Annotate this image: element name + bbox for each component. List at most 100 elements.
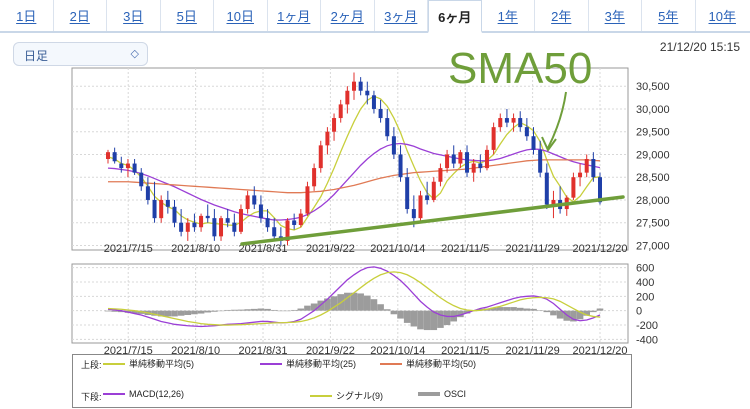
- candle-body: [238, 209, 243, 232]
- period-tabs: 1日 2日 3日 5日 10日 1ヶ月 2ヶ月 3ヶ月 6ヶ月 1年 2年 3年 5年 10年: [0, 0, 750, 33]
- lower-panel-frame: [71, 263, 629, 344]
- osci-bar: [530, 308, 537, 311]
- candle-body: [192, 222, 197, 228]
- x-tick-label: 2021/12/20: [572, 243, 627, 255]
- tab-11[interactable]: 3年: [589, 0, 642, 31]
- candle-body: [212, 218, 217, 237]
- tab-6[interactable]: 2ヶ月: [321, 0, 375, 31]
- candle-body: [292, 220, 297, 225]
- tab-13[interactable]: 10年: [708, 9, 736, 24]
- osci-bar: [403, 310, 411, 323]
- tab-7[interactable]: 3ヶ月: [375, 0, 428, 31]
- candle-body: [398, 154, 403, 178]
- osci-bar: [423, 310, 431, 331]
- osci-bar: [184, 310, 192, 315]
- candle-body: [125, 163, 130, 169]
- osci-bar: [317, 300, 325, 311]
- candle-body: [139, 172, 144, 187]
- tab-3[interactable]: 5日: [161, 0, 214, 31]
- legend-swatch: [380, 362, 402, 365]
- osci-bar: [490, 307, 497, 311]
- osci-bar: [350, 292, 358, 311]
- osci-bar: [204, 310, 212, 313]
- osci-bar: [503, 307, 511, 311]
- osci-bar: [264, 308, 271, 311]
- tab-2[interactable]: 3日: [107, 0, 161, 31]
- legend-label: MACD(12,26): [129, 389, 185, 399]
- lower-y-tick-label: 600: [636, 263, 654, 275]
- candle-body: [265, 218, 270, 228]
- upper-series: [107, 95, 601, 231]
- candles: [106, 72, 602, 246]
- osci-bar: [390, 310, 398, 315]
- upper-axis: 27,000 27,500 28,000 28,500 29,000 29,500 30,0…: [636, 81, 670, 252]
- candle-body: [445, 154, 450, 169]
- osci-bar: [191, 310, 198, 315]
- tab-9[interactable]: 1年: [482, 0, 535, 31]
- candle-body: [471, 163, 476, 173]
- osci-bar: [383, 309, 391, 311]
- candle-body: [558, 199, 563, 210]
- osci-bar: [164, 310, 172, 317]
- legend-signal: シグナル(9): [310, 389, 383, 402]
- legend-label: 単純移動平均(25): [286, 359, 357, 369]
- osci-bar: [131, 310, 138, 314]
- signal-line: [107, 271, 601, 326]
- candle-body: [305, 186, 310, 214]
- upper-y-tick-label: 30,000: [636, 104, 670, 116]
- osci-bar: [257, 308, 265, 311]
- legend-label: 単純移動平均(5): [129, 359, 194, 369]
- legend-label: OSCI: [444, 389, 467, 399]
- candle-body: [205, 215, 210, 219]
- trend-line: [240, 195, 625, 246]
- candle-body: [405, 177, 410, 210]
- candle-body: [185, 222, 190, 232]
- candle-body: [385, 118, 390, 137]
- sma-line-2: [108, 159, 601, 194]
- osci-bar: [463, 310, 471, 314]
- osci-bar: [430, 310, 438, 331]
- legend-upper-label: 上段:: [81, 359, 102, 370]
- upper-y-tick-label: 28,000: [636, 195, 670, 207]
- tab-5[interactable]: 1ヶ月: [268, 0, 321, 31]
- osci-bar: [543, 310, 551, 313]
- sma-line-1: [107, 142, 601, 221]
- candle-body: [232, 222, 237, 232]
- osci-bar: [290, 309, 298, 311]
- osci-bar: [523, 308, 531, 311]
- tab-10[interactable]: 2年: [535, 0, 589, 31]
- tab-8[interactable]: 6ヶ月: [428, 0, 482, 33]
- period-select-value: 日足: [24, 49, 49, 63]
- legend-lower-label: 下段:: [81, 391, 102, 402]
- annotation-arrow: [547, 91, 567, 149]
- legend-label: シグナル(9): [336, 391, 383, 401]
- osci-bar: [277, 310, 285, 312]
- osci-bar: [450, 310, 458, 322]
- period-select[interactable]: 日足 ◇: [13, 42, 148, 66]
- legend-lower-row: 下段:: [81, 389, 102, 403]
- upper-panel-frame: [71, 67, 629, 251]
- candle-body: [411, 209, 416, 219]
- lower-grid: [71, 263, 629, 344]
- tab-1[interactable]: 2日: [54, 0, 107, 31]
- candle-body: [544, 172, 549, 205]
- candle-body: [484, 149, 489, 169]
- osci-bar: [124, 310, 132, 313]
- osci-bar: [570, 310, 577, 322]
- candle-body: [298, 213, 303, 225]
- legend-sma25: 単純移動平均(25): [260, 357, 356, 370]
- osci-bar: [470, 310, 477, 312]
- tab-4[interactable]: 10日: [214, 0, 268, 31]
- osci-bar: [324, 298, 331, 311]
- candle-body: [524, 127, 529, 137]
- lower-y-tick-label: -200: [636, 320, 658, 332]
- tab-12[interactable]: 5年: [642, 0, 696, 31]
- osci-bar: [596, 308, 604, 311]
- candle-body: [285, 220, 290, 241]
- candle-body: [438, 168, 443, 182]
- osci-bar: [177, 310, 185, 316]
- lower-y-tick-label: 400: [636, 277, 654, 289]
- osci-bar: [477, 308, 484, 311]
- candle-body: [165, 199, 170, 207]
- tab-0[interactable]: 1日: [0, 0, 54, 31]
